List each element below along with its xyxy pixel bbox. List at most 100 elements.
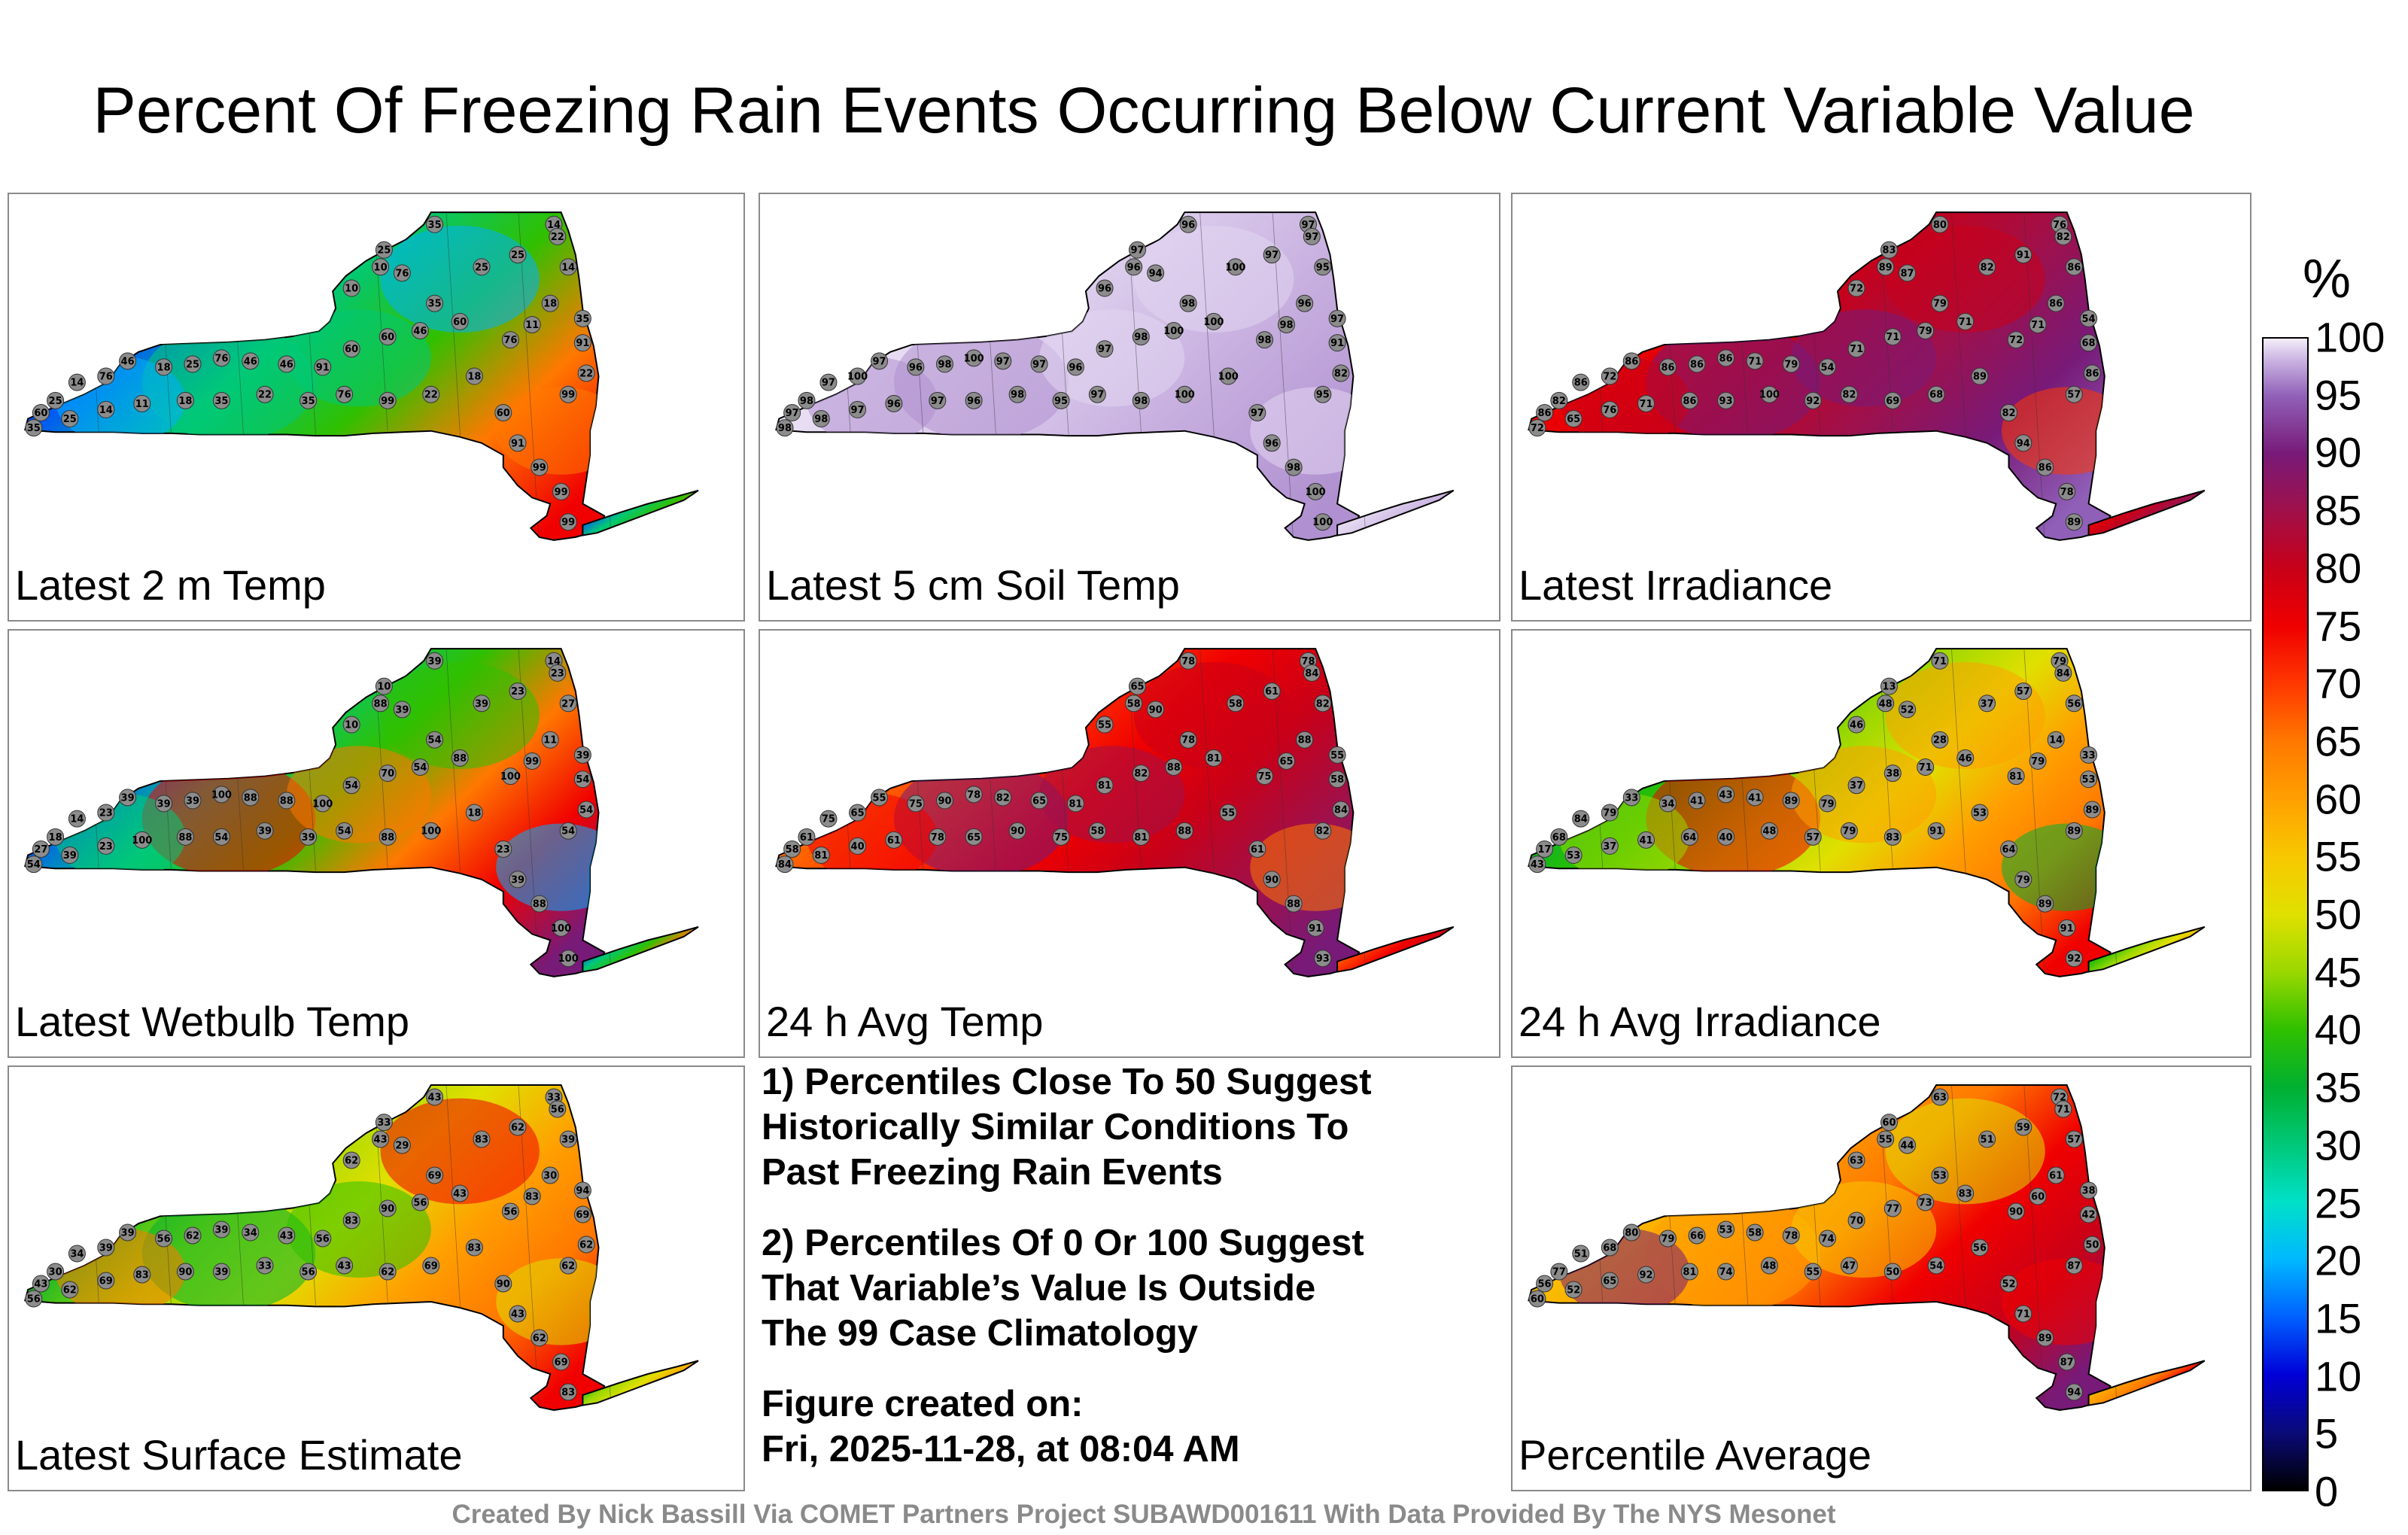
station-dot xyxy=(68,810,86,828)
station-dot xyxy=(1927,385,1945,403)
station-value: 55 xyxy=(1221,808,1235,819)
station-value: 100 xyxy=(132,835,152,847)
station-value: 60 xyxy=(1531,1294,1544,1306)
station-marker: 10 xyxy=(342,279,360,297)
ny-map: 43 33563933624329698362308394696262564356… xyxy=(24,1084,699,1412)
station-marker: 100 xyxy=(1759,385,1780,403)
station-value: 39 xyxy=(395,704,409,716)
station-marker: 39 xyxy=(119,789,137,807)
station-value: 71 xyxy=(2057,1105,2070,1116)
station-dot xyxy=(1884,391,1902,409)
station-marker: 56 xyxy=(549,1100,567,1118)
station-marker: 69 xyxy=(426,1166,444,1184)
long-island-fill xyxy=(1336,926,1455,973)
station-value: 48 xyxy=(1762,826,1776,837)
station-dot xyxy=(411,322,429,340)
field-blob xyxy=(380,1098,540,1205)
station-value: 94 xyxy=(2067,1388,2081,1399)
field-variation xyxy=(55,649,626,977)
station-value: 94 xyxy=(576,1186,589,1197)
station-value: 41 xyxy=(1690,795,1704,807)
station-marker: 90 xyxy=(1008,822,1026,840)
station-marker: 64 xyxy=(2000,840,2018,858)
station-dot xyxy=(1314,258,1332,276)
station-dot xyxy=(1088,385,1106,403)
station-value: 62 xyxy=(579,1240,593,1251)
station-marker: 62 xyxy=(559,1257,577,1275)
station-marker: 25 xyxy=(47,391,65,409)
station-dot xyxy=(1717,1220,1735,1239)
station-marker: 97 xyxy=(783,403,801,421)
station-marker: 78 xyxy=(2058,482,2076,500)
station-marker: 90 xyxy=(176,1263,194,1281)
station-dot xyxy=(1601,837,1619,855)
station-value: 50 xyxy=(2085,1240,2099,1251)
station-dot xyxy=(299,828,318,846)
panel-label: 24 h Avg Temp xyxy=(766,998,1044,1045)
station-marker: 39 xyxy=(212,1263,230,1281)
station-dot xyxy=(776,419,794,437)
station-marker: 88 xyxy=(1165,758,1183,777)
field-blob xyxy=(1133,225,1294,333)
station-marker: 69 xyxy=(573,1205,591,1223)
station-marker: 90 xyxy=(2007,1202,2025,1220)
station-marker: 98 xyxy=(798,391,816,409)
station-value: 55 xyxy=(1879,1135,1893,1146)
station-marker: 97 xyxy=(871,352,889,370)
station-dot xyxy=(994,352,1012,370)
station-value: 55 xyxy=(1098,720,1111,731)
station-value: 39 xyxy=(561,1135,575,1146)
station-value: 70 xyxy=(381,768,394,780)
station-value: 81 xyxy=(1683,1267,1696,1278)
station-dot xyxy=(1688,792,1706,810)
station-dot xyxy=(256,822,274,840)
station-marker: 25 xyxy=(509,246,527,264)
station-value: 25 xyxy=(63,414,77,425)
station-dot xyxy=(242,1223,260,1242)
station-dot xyxy=(1096,340,1114,358)
station-value: 54 xyxy=(1820,362,1834,373)
station-dot xyxy=(256,1257,274,1275)
station-dot xyxy=(1899,1136,1917,1154)
station-value: 88 xyxy=(1178,826,1191,837)
station-dot xyxy=(411,1193,429,1211)
station-marker: 81 xyxy=(1132,828,1150,846)
station-marker: 30 xyxy=(47,1263,65,1281)
station-value: 100 xyxy=(1218,372,1239,383)
station-dot xyxy=(1782,792,1800,810)
station-value: 39 xyxy=(121,1228,135,1239)
station-dot xyxy=(342,279,360,297)
station-value: 93 xyxy=(1719,396,1733,407)
station-dot xyxy=(32,840,50,858)
station-dot xyxy=(1550,828,1568,846)
colorbar-tick-label: 5 xyxy=(2315,1409,2339,1457)
station-value: 48 xyxy=(1879,698,1893,710)
station-value: 78 xyxy=(931,832,944,843)
station-marker: 44 xyxy=(1899,1136,1917,1154)
colorbar-tick-label: 15 xyxy=(2315,1294,2362,1342)
station-marker: 82 xyxy=(2000,403,2018,421)
station-marker: 39 xyxy=(473,695,491,713)
station-marker: 83 xyxy=(1880,241,1898,259)
station-value: 68 xyxy=(1929,390,1943,401)
station-marker: 78 xyxy=(929,828,947,846)
station-marker: 60 xyxy=(1528,1290,1546,1308)
station-value: 82 xyxy=(1334,369,1348,380)
station-marker: 48 xyxy=(1877,695,1895,713)
station-marker: 89 xyxy=(1782,792,1800,810)
station-value: 76 xyxy=(214,353,228,364)
panel-percentile-average: 63 72 71 57 60 63 55 44 53 51 59 61 60 38 42 50 87 90 83 73… xyxy=(1511,1065,2251,1491)
station-dot xyxy=(473,258,491,276)
station-marker: 79 xyxy=(1819,795,1837,813)
station-value: 97 xyxy=(1251,408,1264,419)
station-value: 65 xyxy=(1603,1276,1616,1287)
station-dot xyxy=(929,391,947,409)
station-marker: 89 xyxy=(2036,895,2054,913)
station-value: 38 xyxy=(1886,768,1899,780)
station-value: 40 xyxy=(1719,832,1733,843)
station-marker: 100 xyxy=(1175,385,1195,403)
station-marker: 98 xyxy=(1179,294,1197,312)
station-value: 82 xyxy=(1981,262,1994,273)
station-marker: 89 xyxy=(2083,801,2101,819)
station-marker: 78 xyxy=(1179,652,1197,670)
